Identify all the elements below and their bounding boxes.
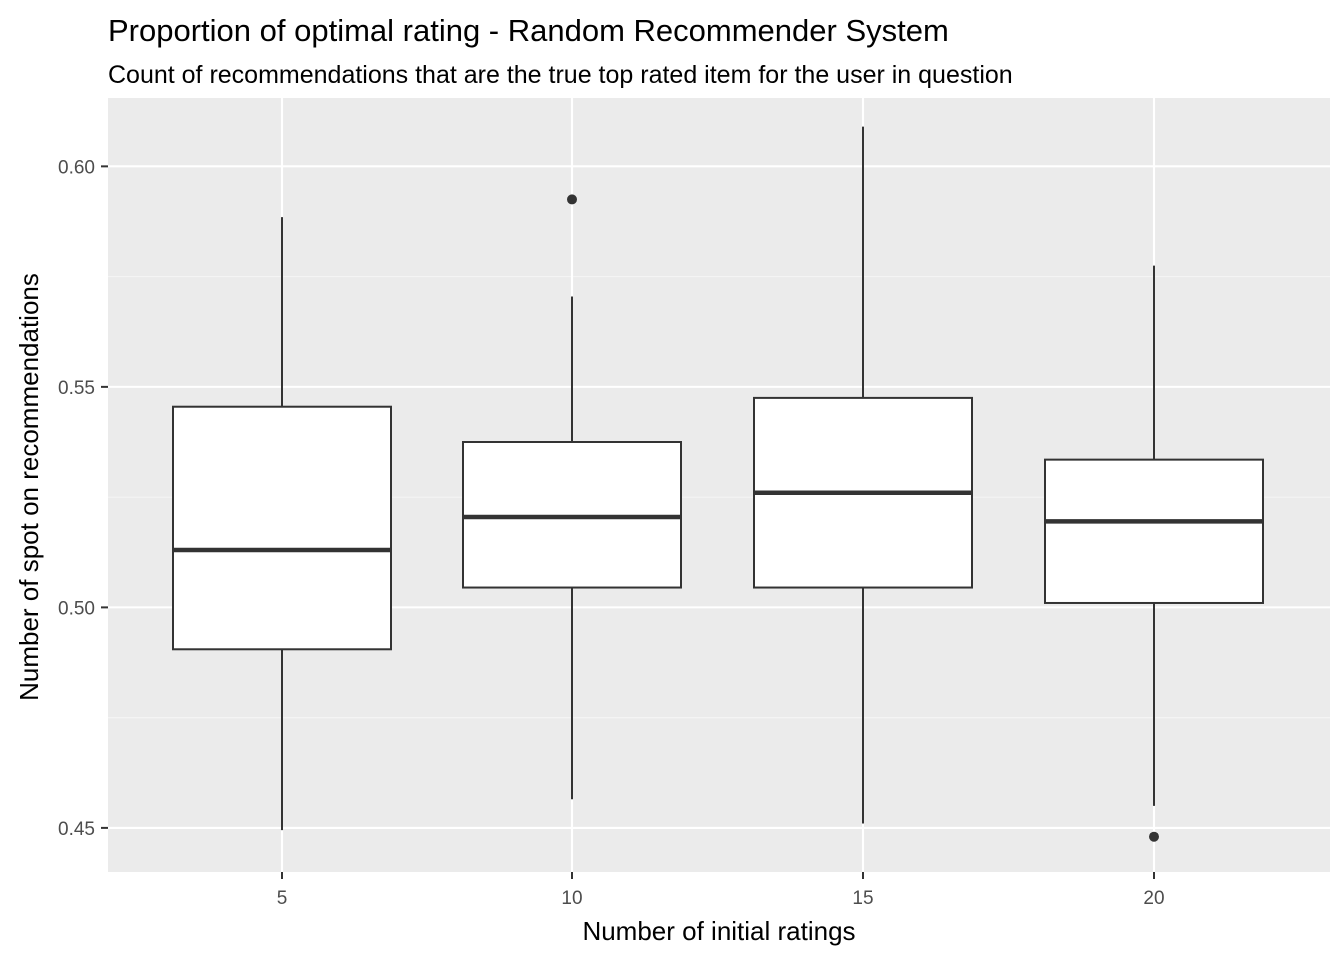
box-20 [1044, 265, 1264, 842]
outlier-point [567, 194, 577, 205]
iqr-box [1044, 458, 1264, 604]
iqr-box [172, 405, 392, 651]
x-tick-label: 10 [561, 888, 582, 909]
chart-subtitle: Count of recommendations that are the tr… [108, 61, 1013, 89]
box-5 [172, 217, 392, 831]
y-tick-label: 0.45 [58, 819, 95, 840]
x-tick-label: 5 [277, 888, 288, 909]
y-axis-title: Number of spot on recommendations [14, 273, 44, 701]
x-tick-label: 15 [852, 888, 873, 909]
y-tick-label: 0.50 [58, 598, 95, 619]
boxes [172, 126, 1264, 842]
box-15 [753, 126, 973, 824]
axes: 0.45 0.50 0.55 0.60 5 10 15 20 [58, 157, 1165, 909]
outlier-point [1149, 831, 1159, 842]
y-tick-label: 0.55 [58, 378, 95, 399]
x-axis-title: Number of initial ratings [582, 916, 855, 946]
y-tick-label: 0.60 [58, 157, 95, 178]
box-10 [462, 194, 682, 800]
x-tick-label: 20 [1143, 888, 1164, 909]
chart-title: Proportion of optimal rating - Random Re… [108, 13, 949, 48]
